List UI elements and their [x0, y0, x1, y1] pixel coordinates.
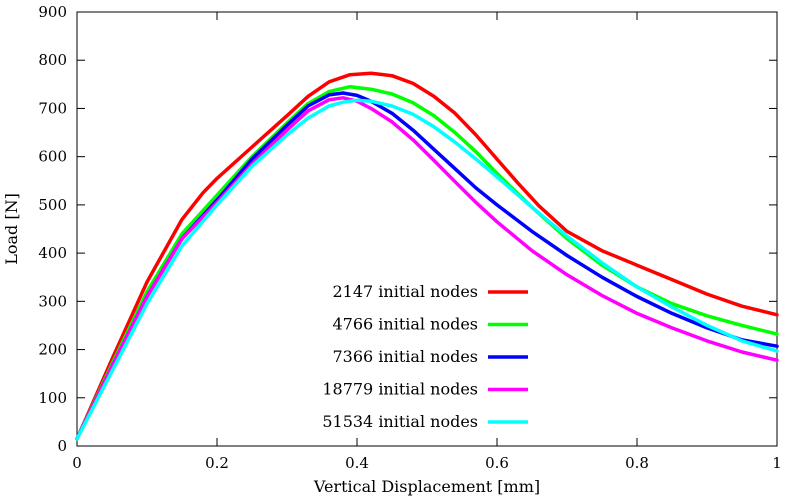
axes: 0 0.2 0.4 0.6 0.8 1 0 100 200 300 400 500 600 700 800 9… [2, 3, 782, 496]
legend-label-1: 4766 initial nodes [333, 315, 479, 334]
series-line-2 [75, 91, 779, 441]
y-axis-label: Load [N] [2, 193, 21, 265]
x-axis-label: Vertical Displacement [mm] [313, 477, 540, 496]
y-tick-label: 300 [38, 292, 67, 310]
y-tick-label: 0 [57, 437, 67, 455]
y-tick-label: 700 [38, 99, 67, 117]
y-tick-label: 600 [38, 148, 67, 166]
x-tick-label: 1 [772, 454, 782, 472]
legend: 2147 initial nodes 4766 initial nodes 7366… [322, 282, 528, 431]
y-tick-label: 200 [38, 341, 67, 359]
series-line-0 [75, 71, 779, 441]
plot-frame [76, 11, 778, 447]
y-tick-label: 100 [38, 389, 67, 407]
x-tick-label: 0.2 [205, 454, 229, 472]
x-tick-label: 0.8 [625, 454, 649, 472]
series-line-4 [75, 98, 779, 441]
legend-label-0: 2147 initial nodes [333, 282, 479, 301]
x-tick-label: 0 [72, 454, 82, 472]
y-tick-label: 400 [38, 244, 67, 262]
series-lines [75, 71, 779, 441]
y-tick-label: 500 [38, 196, 67, 214]
legend-label-4: 51534 initial nodes [322, 412, 478, 431]
x-tick-label: 0.4 [345, 454, 369, 472]
x-tick-label: 0.6 [485, 454, 509, 472]
legend-label-2: 7366 initial nodes [333, 347, 479, 366]
legend-label-3: 18779 initial nodes [322, 380, 478, 399]
y-tick-label: 800 [38, 51, 67, 69]
y-tick-label: 900 [38, 3, 67, 21]
